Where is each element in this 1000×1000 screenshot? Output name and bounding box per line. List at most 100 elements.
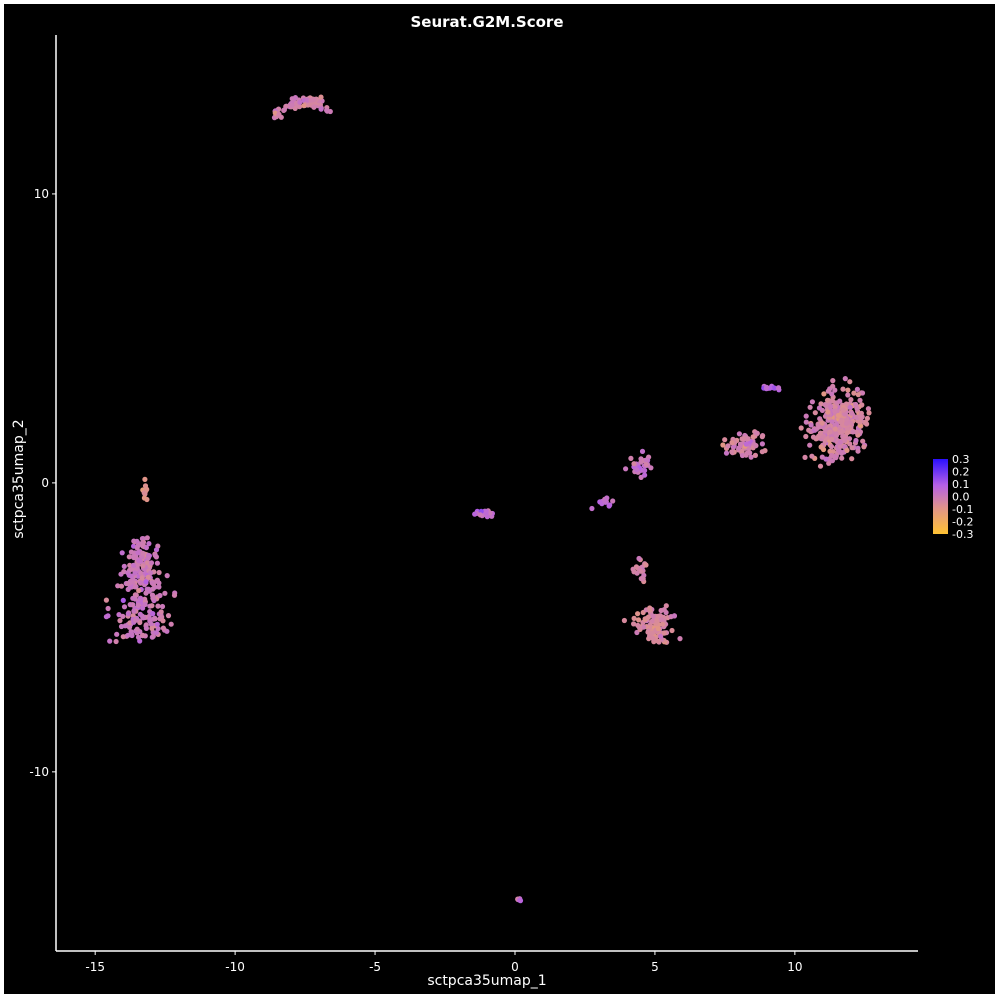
data-point [729,440,735,446]
data-point [850,429,856,435]
data-point [139,575,145,581]
data-point [833,432,840,438]
data-point [822,402,828,408]
data-point [669,627,675,634]
data-point [830,383,836,389]
colorbar-tick-label: -0.1 [952,503,973,516]
data-point [821,391,827,397]
x-tick-label: -5 [369,960,381,974]
data-point [634,467,640,473]
data-point [292,95,298,101]
data-point [276,111,282,117]
data-point [840,386,846,392]
data-point [803,413,809,419]
data-point [829,419,835,425]
data-point [661,630,667,636]
data-point [103,597,109,603]
y-tick-label: 10 [34,187,49,201]
data-point [138,580,144,586]
data-point [808,422,814,428]
data-point [750,434,756,440]
y-axis-label: sctpca35umap_2 [11,419,27,538]
data-point [643,562,649,568]
data-point [125,611,131,617]
data-point [635,611,641,617]
data-point [764,384,770,390]
data-point [655,626,662,632]
umap-scatter-chart: Seurat.G2M.Score -15 -10 -5 0 5 10 -10 0 10 sct… [11,13,973,989]
data-point [143,625,149,632]
data-point [140,615,147,621]
data-point [631,569,637,575]
data-point [140,563,146,569]
data-point [845,387,851,393]
data-point [855,392,861,398]
data-point [671,613,678,619]
data-point [311,104,317,110]
data-point [114,631,120,637]
data-point [854,405,860,411]
data-point [164,573,170,579]
data-point [154,560,160,566]
data-point [650,613,656,619]
data-point [636,555,642,562]
data-point [855,448,861,454]
data-point [729,449,735,455]
data-point [153,547,160,553]
scatter-points [103,94,872,904]
data-point [817,430,824,436]
data-point [623,466,629,472]
x-axis-label: sctpca35umap_1 [427,973,546,989]
data-point [308,97,314,103]
data-point [640,624,647,630]
data-point [647,607,653,613]
data-point [638,576,644,582]
data-point [125,581,131,587]
data-point [658,633,664,639]
data-point [736,431,743,437]
data-point [809,453,815,459]
data-point [152,616,158,622]
data-point [759,434,765,440]
data-point [103,614,109,620]
data-point [604,495,610,501]
data-point [853,437,859,444]
data-point [140,605,146,611]
data-point [819,420,825,426]
data-point [660,621,666,627]
data-point [122,623,128,629]
colorbar [933,459,948,534]
data-point [650,618,656,624]
data-point [650,635,656,642]
data-point [121,604,128,610]
data-point [849,410,855,416]
data-point [136,558,142,564]
data-point [847,379,853,385]
data-point [849,445,855,451]
data-point [832,426,838,432]
data-point [517,897,523,903]
data-point [150,611,156,617]
data-point [723,450,730,456]
data-point [825,388,831,394]
data-point [121,563,127,570]
data-point [720,442,726,448]
data-point [812,410,818,416]
y-tick-label: 0 [41,476,49,490]
data-point [121,569,127,575]
data-point [472,511,478,517]
data-point [663,603,669,609]
data-point [131,538,137,544]
data-point [297,99,303,105]
data-point [864,421,870,427]
data-point [144,486,150,492]
data-point [120,634,126,640]
data-point [654,618,660,624]
data-point [642,472,648,478]
data-point [824,397,831,403]
data-point [851,390,857,396]
y-axis-ticks: -10 0 10 [29,187,56,779]
data-point [135,634,142,640]
data-point [633,564,640,570]
x-tick-label: -15 [85,960,105,974]
